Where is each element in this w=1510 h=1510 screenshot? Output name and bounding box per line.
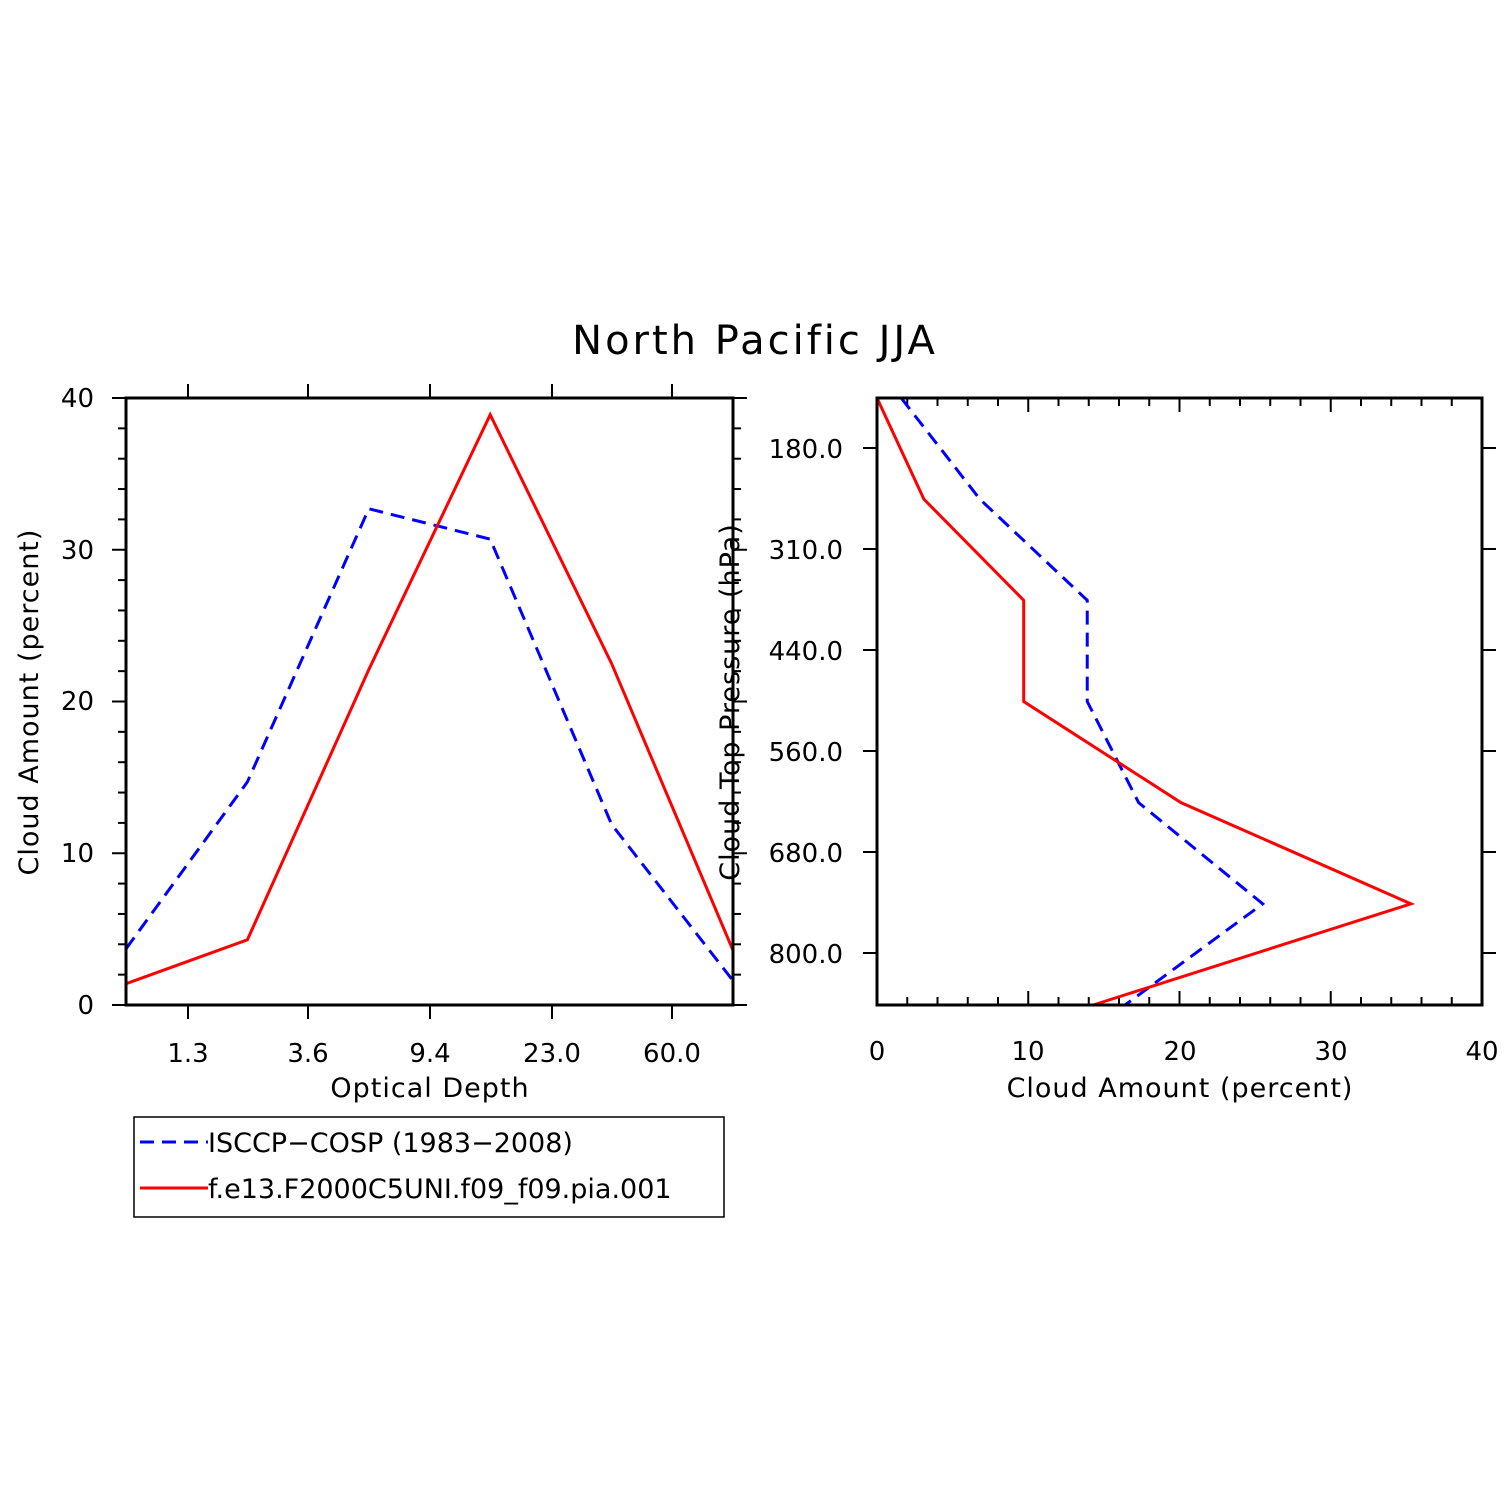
y-tick-label: 310.0 [769, 536, 843, 566]
x-tick-label: 30 [1314, 1037, 1347, 1067]
x-tick-label: 3.6 [287, 1039, 328, 1069]
y-tick-label: 0 [77, 991, 94, 1021]
right-plot-frame [875, 396, 1484, 1007]
y-tick-label: 680.0 [769, 839, 843, 869]
left-series-line-0 [124, 507, 735, 982]
x-tick-label: 1.3 [167, 1039, 208, 1069]
chart-title: North Pacific JJA [572, 318, 938, 364]
right-series-line-0 [900, 397, 1266, 1007]
x-tick-label: 9.4 [409, 1039, 450, 1069]
y-tick-label: 20 [61, 687, 94, 717]
right-ticks [863, 398, 1496, 1005]
right-x-axis-label: Cloud Amount (percent) [1007, 1073, 1354, 1104]
right-y-axis-label: Cloud Top Pressure (hPa) [715, 523, 746, 881]
left-x-axis-label: Optical Depth [330, 1073, 529, 1104]
legend: ISCCP−COSP (1983−2008) f.e13.F2000C5UNI.… [133, 1116, 725, 1218]
x-tick-label: 60.0 [643, 1039, 701, 1069]
left-series [124, 411, 735, 986]
legend-box [133, 1116, 725, 1218]
right-series [875, 397, 1416, 1007]
left-plot-frame [124, 396, 735, 1007]
x-tick-label: 10 [1011, 1037, 1044, 1067]
left-panel: 1.3 3.6 9.4 23.0 60.0 0 10 20 30 40 Opti… [14, 384, 747, 1104]
x-tick-label: 20 [1163, 1037, 1196, 1067]
left-ticks [112, 384, 747, 1019]
y-tick-label: 180.0 [769, 435, 843, 465]
left-y-axis-label: Cloud Amount (percent) [14, 529, 45, 876]
y-tick-label: 440.0 [769, 637, 843, 667]
y-tick-label: 800.0 [769, 940, 843, 970]
y-tick-label: 560.0 [769, 738, 843, 768]
right-x-tick-labels: 0 10 20 30 40 [869, 1037, 1499, 1067]
right-y-tick-labels: 180.0 310.0 440.0 560.0 680.0 800.0 [769, 435, 843, 970]
right-series-line-1 [875, 397, 1416, 1007]
right-panel: 0 10 20 30 40 180.0 310.0 440.0 560.0 68… [715, 396, 1499, 1104]
left-y-tick-labels: 0 10 20 30 40 [61, 384, 94, 1021]
left-series-line-1 [125, 411, 735, 986]
legend-label-isccp: ISCCP−COSP (1983−2008) [208, 1128, 573, 1159]
x-tick-label: 40 [1465, 1037, 1498, 1067]
y-tick-label: 10 [61, 839, 94, 869]
legend-label-model: f.e13.F2000C5UNI.f09_f09.pia.001 [208, 1174, 672, 1205]
x-tick-label: 23.0 [523, 1039, 581, 1069]
y-tick-label: 30 [61, 536, 94, 566]
y-tick-label: 40 [61, 384, 94, 414]
x-tick-label: 0 [869, 1037, 886, 1067]
left-x-tick-labels: 1.3 3.6 9.4 23.0 60.0 [167, 1039, 701, 1069]
